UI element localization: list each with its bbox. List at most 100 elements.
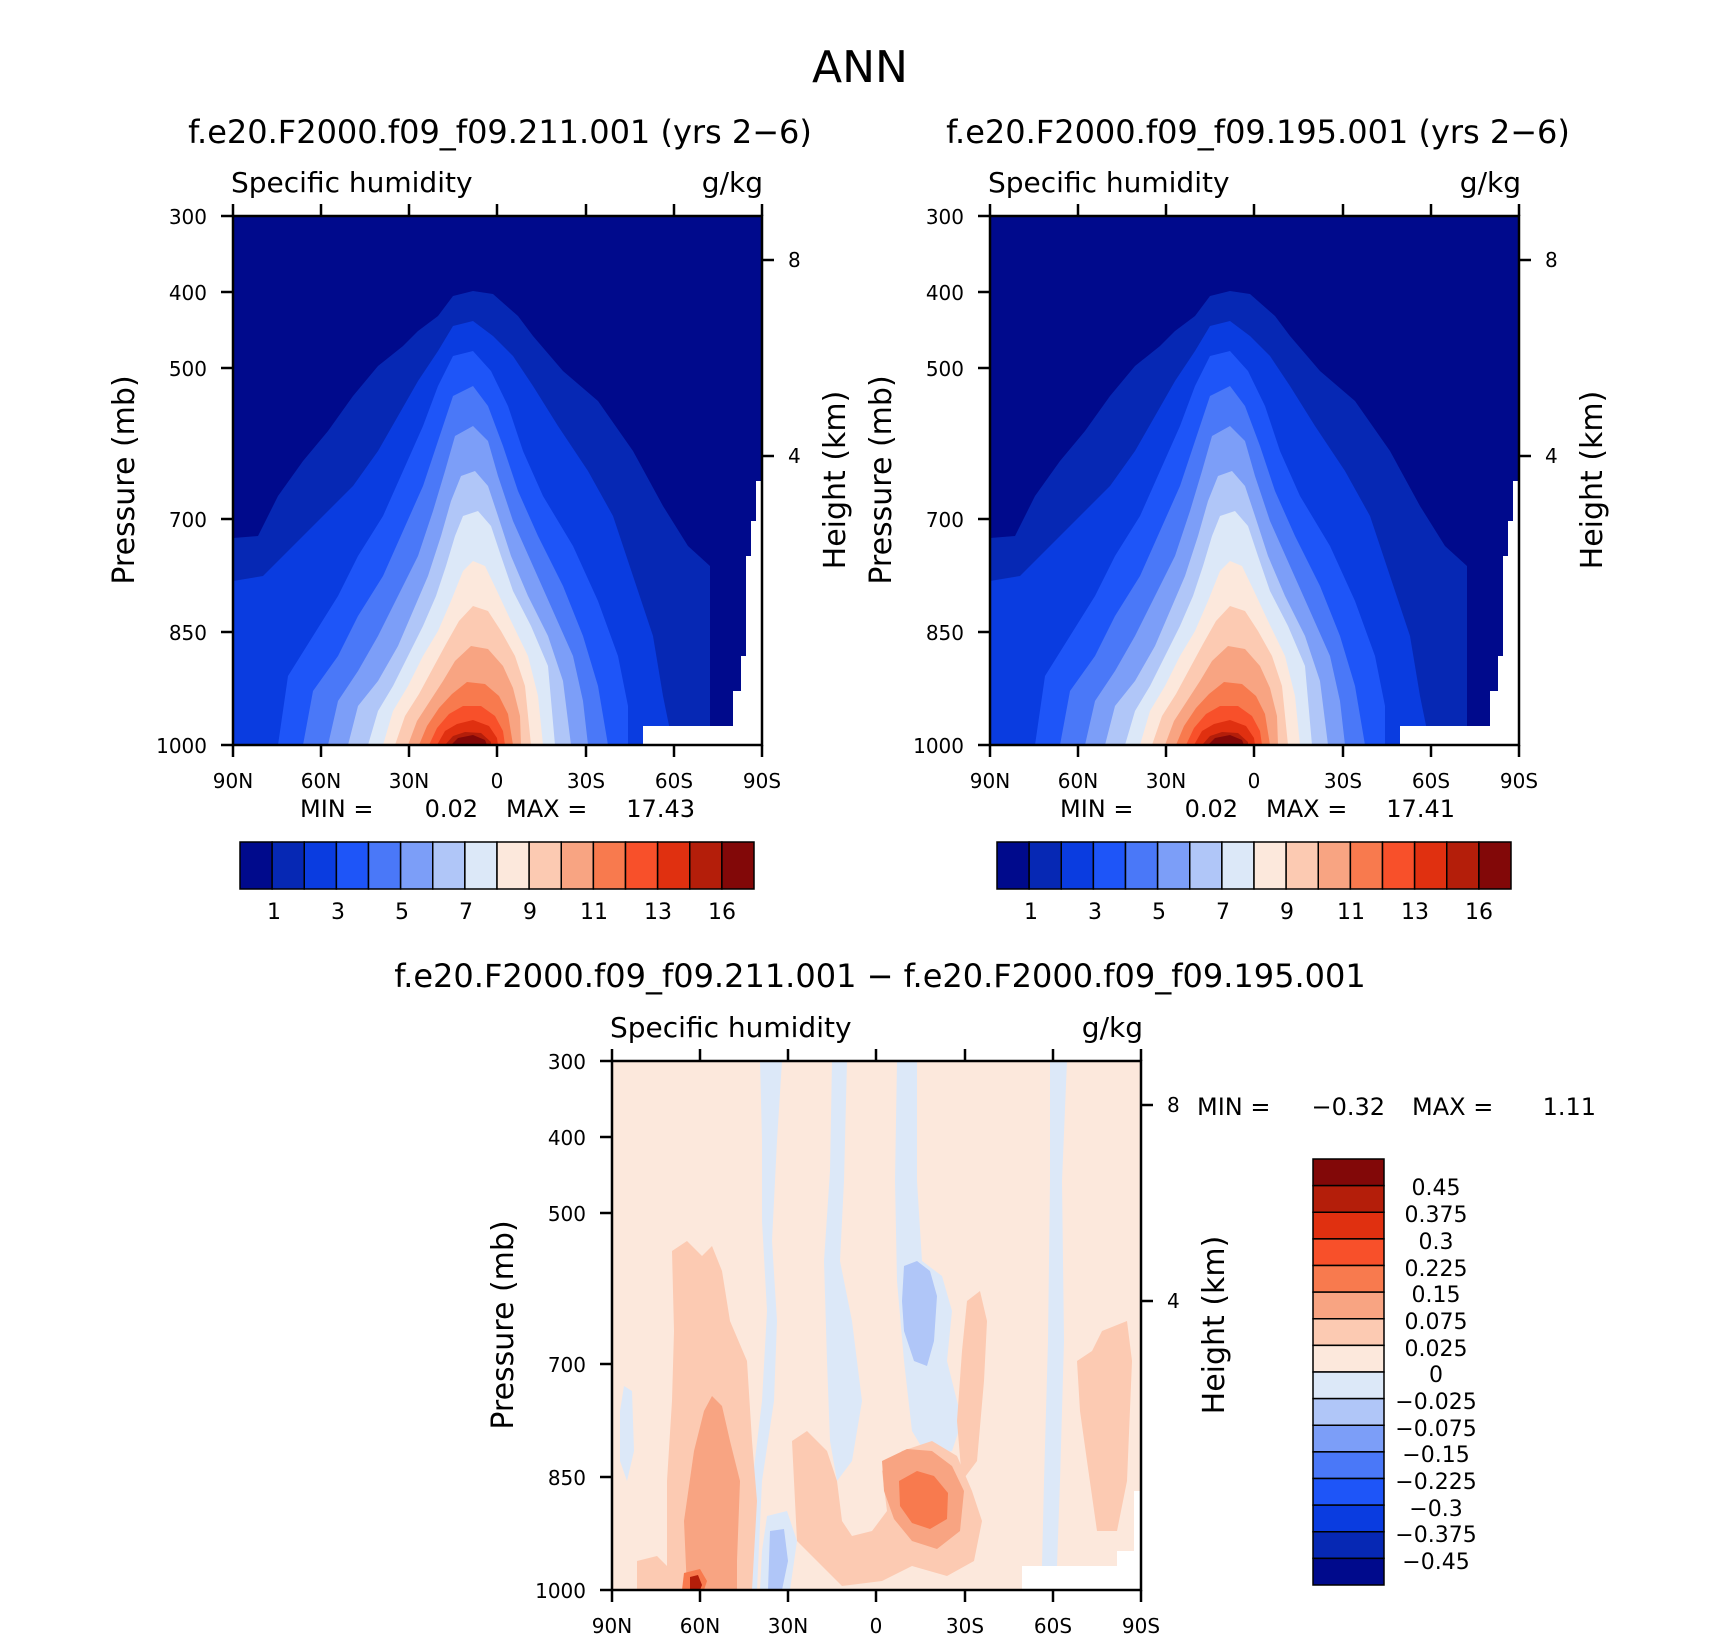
positive-region xyxy=(899,1471,948,1529)
colorbar-swatch xyxy=(996,841,1030,890)
colorbar xyxy=(1312,1158,1385,1586)
min-label: MIN = xyxy=(1060,795,1133,823)
colorbar-swatch xyxy=(1028,841,1062,890)
negative-region xyxy=(902,1261,937,1366)
y2-axis-title: Height (km) xyxy=(1197,1236,1232,1415)
y-tick-label: 1000 xyxy=(535,1579,586,1603)
max-value: 17.43 xyxy=(626,795,695,823)
colorbar-swatch xyxy=(1312,1344,1385,1373)
panel-title: f.e20.F2000.f09_f09.195.001 (yrs 2−6) xyxy=(946,113,1570,151)
colorbar-swatch xyxy=(367,841,402,890)
colorbar-label: 16 xyxy=(1465,900,1493,925)
negative-region xyxy=(824,1061,862,1481)
colorbar-label: 0.075 xyxy=(1405,1310,1468,1335)
contour-band-15 xyxy=(1208,735,1244,745)
x-tick-label: 60S xyxy=(655,769,693,793)
x-tick-label: 90N xyxy=(970,769,1010,793)
colorbar-swatch xyxy=(1312,1424,1385,1453)
colorbar-label: −0.375 xyxy=(1395,1523,1476,1548)
y-tick-label: 300 xyxy=(169,205,207,229)
colorbar-swatch xyxy=(1312,1371,1385,1400)
panel-test-run: f.e20.F2000.f09_f09.195.001 (yrs 2−6) Sp… xyxy=(864,113,1610,925)
colorbar-label: −0.3 xyxy=(1409,1497,1462,1522)
negative-region xyxy=(1042,1061,1067,1566)
colorbar-label: 5 xyxy=(1152,900,1166,925)
min-value: −0.32 xyxy=(1311,1093,1385,1121)
colorbar-label: 0.375 xyxy=(1405,1203,1468,1228)
y-tick-label: 400 xyxy=(169,281,207,305)
x-tick-label: 30N xyxy=(389,769,429,793)
colorbar-swatch xyxy=(1312,1264,1385,1293)
colorbar-swatch xyxy=(239,841,273,890)
colorbar-swatch xyxy=(303,841,338,890)
missing-data-mask xyxy=(1400,481,1519,745)
negative-region xyxy=(768,1529,788,1590)
y-axis-title: Pressure (mb) xyxy=(486,1220,521,1429)
colorbar-label: 13 xyxy=(644,900,672,925)
x-tick-label: 30S xyxy=(1324,769,1362,793)
colorbar-label: 1 xyxy=(1024,900,1038,925)
positive-region xyxy=(1077,1321,1132,1531)
colorbar-label: −0.075 xyxy=(1395,1417,1476,1442)
colorbar-swatch xyxy=(528,841,562,890)
colorbar xyxy=(996,841,1512,890)
colorbar-swatch xyxy=(271,841,305,890)
colorbar-label: 1 xyxy=(267,900,281,925)
y-tick-label: 850 xyxy=(169,621,207,645)
colorbar-swatch xyxy=(1312,1451,1385,1480)
units-label: g/kg xyxy=(1082,1011,1143,1044)
colorbar-swatch xyxy=(432,841,466,890)
x-tick-label: 0 xyxy=(1248,769,1261,793)
panel-title: f.e20.F2000.f09_f09.211.001 − f.e20.F200… xyxy=(394,957,1366,995)
colorbar-swatch xyxy=(1312,1158,1385,1187)
colorbar-swatch xyxy=(1478,841,1512,890)
colorbar-label: 0.45 xyxy=(1412,1176,1461,1201)
y-tick-label: 500 xyxy=(169,357,207,381)
min-value: 0.02 xyxy=(1185,795,1238,823)
colorbar-swatch xyxy=(1060,841,1095,890)
y-tick-label: 700 xyxy=(169,508,207,532)
colorbar-label: 0.025 xyxy=(1405,1337,1468,1362)
page-title: ANN xyxy=(812,42,908,93)
x-tick-label: 0 xyxy=(491,769,504,793)
x-tick-label: 60N xyxy=(680,1614,720,1636)
x-tick-label: 90S xyxy=(743,769,781,793)
colorbar-swatch xyxy=(1312,1397,1385,1426)
colorbar-swatch xyxy=(1092,841,1127,890)
y-tick-label: 1000 xyxy=(913,734,964,758)
x-tick-label: 30S xyxy=(946,1614,984,1636)
colorbar-swatch xyxy=(335,841,370,890)
y-tick-label: 300 xyxy=(548,1050,586,1074)
colorbar-label: 0.225 xyxy=(1405,1257,1468,1282)
colorbar-swatch xyxy=(1312,1184,1385,1213)
colorbar-swatch xyxy=(689,841,723,890)
x-tick-label: 90S xyxy=(1500,769,1538,793)
colorbar xyxy=(239,841,755,890)
y-tick-label: 850 xyxy=(926,621,964,645)
colorbar-swatch xyxy=(1189,841,1223,890)
colorbar-swatch xyxy=(1317,841,1352,890)
colorbar-swatch xyxy=(1221,841,1255,890)
x-tick-label: 90N xyxy=(213,769,253,793)
colorbar-label: −0.025 xyxy=(1395,1390,1476,1415)
y-tick-label: 700 xyxy=(548,1353,586,1377)
y2-tick-label: 4 xyxy=(788,444,801,468)
y2-tick-label: 4 xyxy=(1167,1289,1180,1313)
colorbar-swatch xyxy=(1156,841,1191,890)
x-tick-label: 60N xyxy=(1058,769,1098,793)
plot-area xyxy=(231,214,764,747)
colorbar-swatch xyxy=(1253,841,1287,890)
colorbar-swatch xyxy=(721,841,755,890)
y-tick-label: 300 xyxy=(926,205,964,229)
colorbar-swatch xyxy=(1312,1477,1385,1506)
variable-label: Specific humidity xyxy=(231,166,473,199)
contour-band-15 xyxy=(451,735,487,745)
colorbar-label: 9 xyxy=(1280,900,1294,925)
colorbar-swatch xyxy=(496,841,530,890)
y2-axis-title: Height (km) xyxy=(818,391,853,570)
colorbar-swatch xyxy=(1446,841,1480,890)
colorbar-swatch xyxy=(1312,1318,1385,1347)
colorbar-label: 7 xyxy=(1216,900,1230,925)
colorbar-swatch xyxy=(1312,1211,1385,1240)
